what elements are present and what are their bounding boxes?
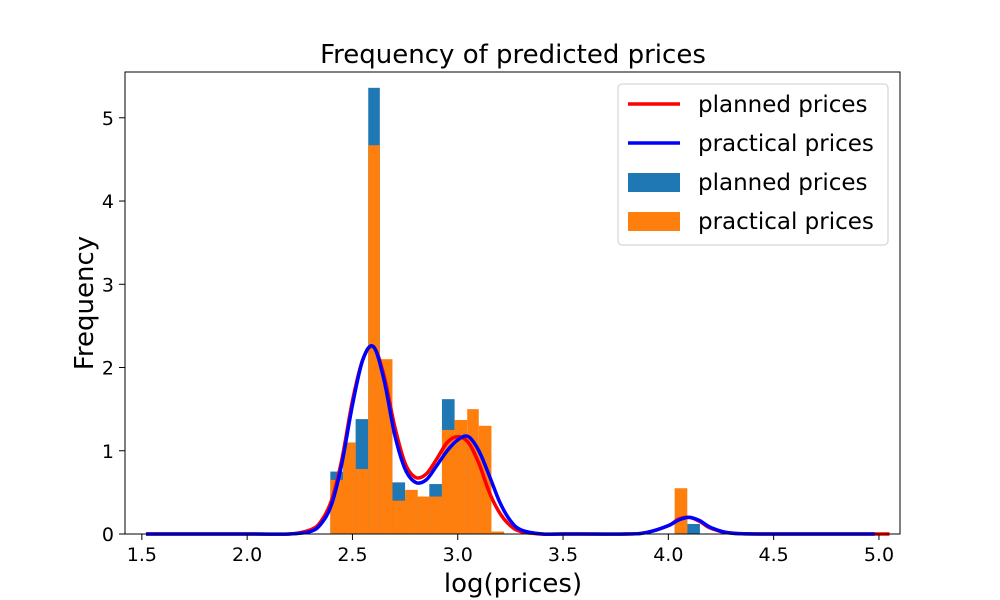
histogram-bar-practical [405, 489, 418, 534]
lines-layer [146, 344, 890, 537]
y-tick-label: 4 [102, 191, 114, 213]
x-tick-label: 3.0 [443, 544, 473, 566]
histogram-bar-practical [417, 496, 430, 534]
histogram-bar-practical [342, 442, 356, 534]
x-tick-label: 4.5 [759, 544, 789, 566]
histogram-bar-practical [368, 145, 380, 534]
y-tick-label: 0 [102, 524, 114, 546]
histogram-bar-practical [392, 500, 406, 534]
legend-box [617, 83, 889, 246]
x-axis: 1.5 2.0 2.5 3.0 3.5 4.0 4.5 5.0 [127, 534, 894, 566]
legend: planned prices practical prices planned pr… [617, 83, 889, 246]
legend-label: practical prices [698, 131, 874, 157]
y-axis-label: Frequency [70, 236, 100, 370]
legend-swatch-patch [628, 212, 680, 231]
y-tick-label: 2 [102, 358, 114, 380]
legend-label: planned prices [698, 92, 868, 118]
x-tick-label: 2.0 [232, 544, 262, 566]
histogram-bar-practical [674, 488, 688, 534]
histogram-bar-practical [467, 409, 479, 534]
density-line-planned [146, 344, 890, 537]
y-tick-label: 5 [102, 108, 114, 130]
x-tick-label: 3.5 [548, 544, 578, 566]
histogram-bar-practical [491, 531, 505, 534]
x-tick-label: 5.0 [864, 544, 894, 566]
x-tick-label: 2.5 [337, 544, 367, 566]
histogram-bar-planned [687, 524, 700, 534]
legend-label: planned prices [698, 170, 868, 196]
x-axis-label: log(prices) [444, 569, 582, 599]
plot-frame [124, 71, 901, 535]
density-line-practical [146, 344, 875, 537]
y-tick-label: 3 [102, 274, 114, 296]
chart-title: Frequency of predicted prices [320, 40, 706, 70]
x-tick-label: 4.0 [653, 544, 683, 566]
bars-layer [330, 87, 700, 534]
legend-label: practical prices [698, 209, 874, 235]
y-axis: 0 1 2 3 4 5 [102, 108, 125, 546]
x-tick-label: 1.5 [127, 544, 157, 566]
y-tick-label: 1 [102, 441, 114, 463]
histogram-bar-practical [355, 469, 369, 534]
histogram-bar-practical [429, 496, 442, 534]
legend-swatch-patch [628, 173, 680, 192]
histogram-bar-practical [454, 419, 468, 534]
